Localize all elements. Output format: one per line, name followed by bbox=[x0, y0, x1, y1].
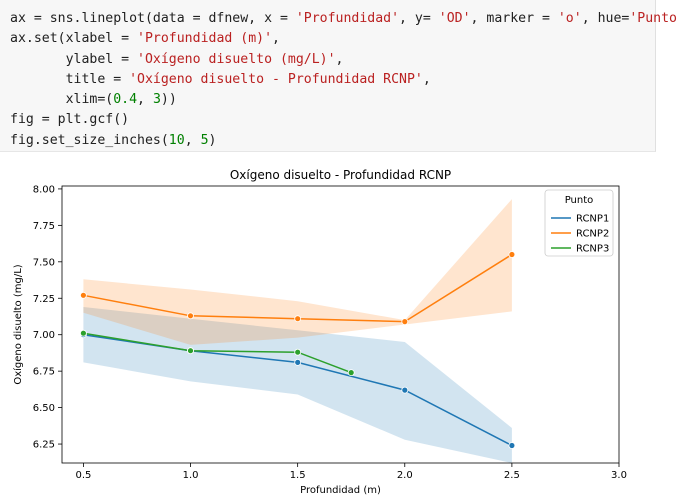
code-token: ax.set(xlabel = bbox=[10, 31, 138, 47]
plot-area bbox=[62, 186, 619, 463]
legend-title: Punto bbox=[565, 195, 594, 206]
y-tick-label: 8.00 bbox=[33, 184, 55, 195]
code-cell[interactable]: ax = sns.lineplot(data = dfnew, x = 'Pro… bbox=[0, 0, 678, 152]
legend-label-rcnp1: RCNP1 bbox=[576, 214, 609, 225]
code-line: xlim=(0.4, 3)) bbox=[10, 92, 177, 107]
axes: 0.5 1.0 1.5 2.0 2.5 3.0 6.25 6.50 6.75 7.00 7.25 7.… bbox=[33, 184, 627, 481]
code-line: title = 'Oxígeno disuelto - Profundidad … bbox=[10, 72, 431, 87]
y-tick-label: 7.00 bbox=[33, 330, 55, 341]
data-point-rcnp2 bbox=[508, 251, 516, 258]
code-token: title = bbox=[10, 71, 130, 87]
code-number-token: 3 bbox=[152, 92, 161, 108]
legend-label-rcnp3: RCNP3 bbox=[576, 244, 609, 255]
data-point-rcnp1 bbox=[401, 386, 409, 394]
y-tick-label: 7.75 bbox=[33, 221, 55, 232]
confidence-bands bbox=[83, 199, 512, 463]
code-string-token: 'OD' bbox=[438, 11, 471, 26]
code-token: fig.set_size_inches( bbox=[10, 132, 169, 148]
code-line: ylabel = 'Oxígeno disuelto (mg/L)', bbox=[10, 52, 344, 67]
data-point-rcnp2 bbox=[401, 318, 409, 326]
data-point-rcnp2 bbox=[80, 291, 87, 299]
series-line-rcnp3 bbox=[83, 332, 352, 374]
data-point-rcnp3 bbox=[347, 369, 355, 377]
y-tick-label: 7.25 bbox=[33, 294, 55, 305]
legend-box bbox=[544, 189, 614, 257]
code-line: fig = plt.gcf() bbox=[10, 112, 129, 127]
y-tick-label: 7.50 bbox=[33, 257, 55, 268]
legend-label-rcnp2: RCNP2 bbox=[576, 229, 609, 240]
code-token: , bbox=[272, 31, 280, 47]
code-token: , bbox=[184, 132, 201, 148]
code-token: xlim=( bbox=[10, 92, 114, 108]
code-token: ax = sns.lineplot(data = dfnew, x = bbox=[10, 11, 296, 26]
data-point-rcnp3 bbox=[187, 347, 194, 355]
code-number-token: 0.4 bbox=[113, 92, 138, 108]
code-string-token: 'Profundidad (m)' bbox=[137, 31, 273, 47]
line-chart: 0.5 1.0 1.5 2.0 2.5 3.0 6.25 6.50 6.75 7.00 7.25 7.… bbox=[12, 168, 627, 496]
x-axis-label: Profundidad (m) bbox=[300, 485, 381, 495]
series-markers bbox=[80, 251, 516, 449]
code-editor[interactable]: ax = sns.lineplot(data = dfnew, x = 'Pro… bbox=[10, 9, 678, 151]
code-line: ax = sns.lineplot(data = dfnew, x = 'Pro… bbox=[10, 11, 678, 26]
confidence-band-rcnp1 bbox=[83, 307, 512, 463]
code-number-token: 10 bbox=[168, 132, 185, 148]
code-token: ylabel = bbox=[10, 51, 138, 67]
axes-spines bbox=[61, 185, 620, 464]
code-string-token: 'Oxígeno disuelto (mg/L)' bbox=[137, 51, 336, 67]
code-number-token: 5 bbox=[200, 132, 209, 148]
data-point-rcnp1 bbox=[294, 358, 302, 366]
code-line: ax.set(xlabel = 'Profundidad (m)', bbox=[10, 31, 280, 46]
x-tick-label: 1.0 bbox=[183, 470, 199, 481]
code-token: )) bbox=[160, 92, 177, 108]
code-token: fig = plt.gcf() bbox=[10, 112, 130, 128]
y-tick-label: 6.50 bbox=[33, 403, 55, 414]
code-token: , hue= bbox=[581, 11, 630, 26]
y-axis-label: Oxígeno disuelto (mg/L) bbox=[12, 264, 24, 384]
x-tick-label: 2.5 bbox=[504, 470, 520, 481]
legend: Punto RCNP1 RCNP2 RCNP3 bbox=[544, 189, 614, 257]
code-token: , bbox=[422, 71, 431, 87]
x-tick-label: 3.0 bbox=[611, 470, 627, 481]
code-string-token: 'Profundidad' bbox=[295, 11, 400, 26]
confidence-band-rcnp2 bbox=[83, 199, 512, 345]
x-tick-label: 1.5 bbox=[290, 470, 306, 481]
output-area: 0.5 1.0 1.5 2.0 2.5 3.0 6.25 6.50 6.75 7.00 7.25 7.… bbox=[0, 152, 678, 496]
x-tick-label: 0.5 bbox=[75, 470, 91, 481]
code-token: , y= bbox=[399, 11, 439, 26]
code-string-token: 'o' bbox=[557, 11, 582, 26]
data-point-rcnp3 bbox=[80, 329, 87, 337]
x-tick-label: 2.0 bbox=[397, 470, 413, 481]
code-token: , bbox=[335, 51, 344, 67]
data-point-rcnp2 bbox=[187, 312, 194, 320]
y-tick-label: 6.75 bbox=[33, 367, 55, 378]
y-tick-label: 6.25 bbox=[33, 440, 55, 451]
code-string-token: 'Oxígeno disuelto - Profundidad RCNP' bbox=[129, 71, 423, 87]
data-point-rcnp3 bbox=[294, 348, 302, 356]
code-token: ) bbox=[208, 132, 217, 148]
code-token: , bbox=[137, 92, 153, 108]
data-point-rcnp2 bbox=[294, 315, 302, 323]
code-line: fig.set_size_inches(10, 5) bbox=[10, 133, 216, 148]
data-point-rcnp1 bbox=[508, 442, 516, 449]
chart-title: Oxígeno disuelto - Profundidad RCNP bbox=[230, 168, 451, 182]
code-string-token: 'Punto' bbox=[629, 11, 678, 26]
code-token: , marker = bbox=[470, 11, 558, 26]
